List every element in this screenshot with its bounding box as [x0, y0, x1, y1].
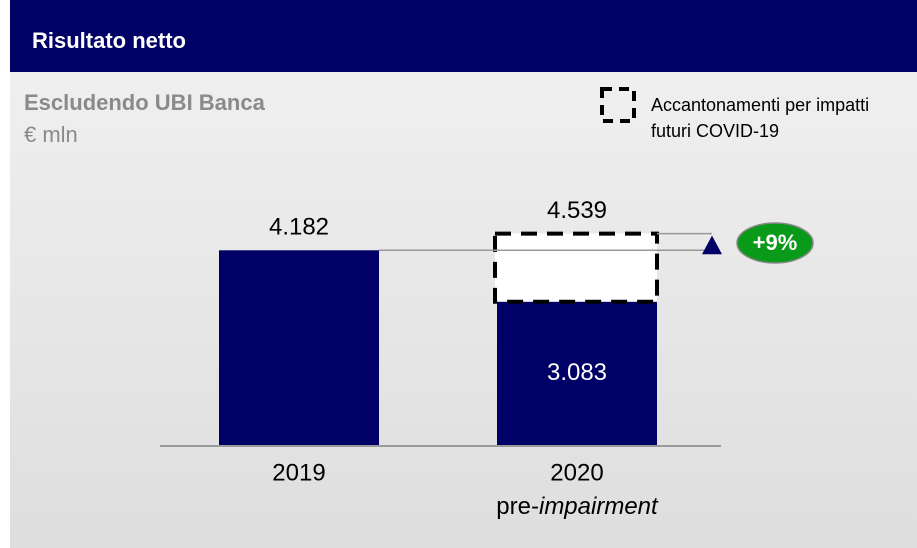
bar: [219, 250, 379, 446]
note-italic: impairment: [539, 493, 659, 520]
value-label: 3.083: [547, 359, 607, 386]
panel: [10, 0, 917, 548]
legend-entry: Accantonamenti per impatti futuri COVID-…: [651, 95, 870, 141]
subtitle: Escludendo UBI Banca: [24, 90, 266, 115]
annotation: +9%: [753, 230, 798, 255]
x-tick-label: 2020: [550, 459, 603, 486]
x-tick-label: 2019: [272, 459, 325, 486]
x-tick-note: pre-impairment: [496, 493, 659, 520]
bar: [497, 301, 657, 446]
legend-icon: [600, 87, 636, 123]
note-prefix: pre-: [496, 493, 539, 520]
total-label: 4.539: [547, 197, 607, 224]
header: [10, 0, 917, 72]
unit-label: € mln: [24, 122, 78, 147]
annotation-badge: [736, 222, 814, 264]
bar-segment: [493, 231, 659, 304]
total-label: 4.182: [269, 214, 329, 241]
chart-title: Risultato netto: [32, 28, 186, 53]
growth-arrow: [702, 235, 722, 255]
